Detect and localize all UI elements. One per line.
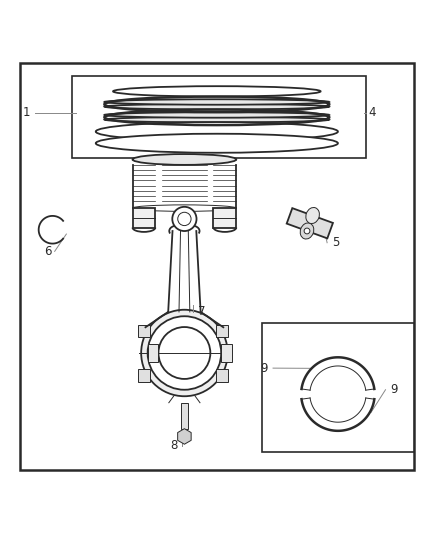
Text: 4: 4 (369, 107, 376, 119)
Bar (72, 76, 366, 158)
Bar (215, 325, 228, 337)
Text: 1: 1 (23, 107, 30, 119)
Ellipse shape (104, 104, 329, 109)
Circle shape (159, 327, 210, 379)
Bar (180, 403, 188, 429)
Polygon shape (287, 208, 333, 238)
Bar (262, 322, 413, 453)
Circle shape (148, 316, 221, 390)
Ellipse shape (304, 228, 310, 234)
Ellipse shape (306, 207, 319, 223)
Ellipse shape (300, 223, 314, 239)
Text: 8: 8 (170, 440, 177, 453)
Ellipse shape (96, 122, 338, 141)
Text: 7: 7 (198, 305, 205, 318)
Bar (148, 344, 159, 361)
Ellipse shape (104, 112, 329, 118)
Ellipse shape (104, 117, 329, 123)
Ellipse shape (96, 134, 338, 153)
Circle shape (141, 310, 228, 396)
Circle shape (178, 212, 191, 225)
Bar (221, 344, 232, 361)
Circle shape (172, 207, 197, 231)
Ellipse shape (133, 205, 236, 212)
Ellipse shape (133, 154, 236, 165)
Text: 9: 9 (261, 361, 268, 375)
Ellipse shape (113, 86, 321, 96)
Text: 5: 5 (332, 236, 339, 249)
Bar (138, 325, 150, 337)
Ellipse shape (104, 99, 329, 104)
Bar (138, 369, 150, 382)
Bar (133, 208, 155, 228)
Bar (213, 208, 236, 228)
Text: 6: 6 (44, 245, 52, 258)
Text: 9: 9 (390, 383, 398, 396)
Bar (215, 369, 228, 382)
